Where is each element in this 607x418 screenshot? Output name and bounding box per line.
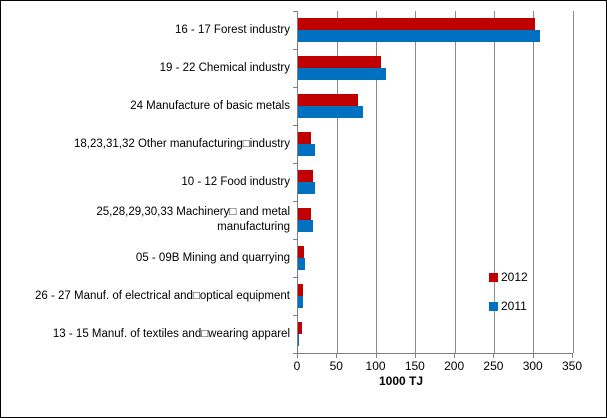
- category-label: 19 - 22 Chemical industry: [159, 61, 290, 74]
- y-axis-tick-mark: [293, 239, 297, 240]
- bar-2012: [298, 246, 305, 258]
- y-axis-tick-mark: [293, 163, 297, 164]
- bar-2011: [298, 68, 386, 80]
- gridline: [493, 11, 495, 353]
- legend-label: 2012: [501, 270, 528, 284]
- x-axis-tick-mark: [414, 354, 416, 358]
- x-axis-tick-mark: [454, 354, 456, 358]
- category-label: 24 Manufacture of basic metals: [130, 99, 290, 112]
- bar-2011: [298, 30, 540, 42]
- gridline: [572, 11, 574, 353]
- legend: 2012 2011: [489, 271, 528, 329]
- bar-2012: [298, 56, 382, 68]
- category-label: 13 - 15 Manuf. of textiles and□wearing a…: [52, 327, 290, 340]
- y-axis-tick-mark: [293, 11, 297, 12]
- bar-2011: [298, 106, 364, 118]
- bar-2011: [298, 258, 306, 270]
- x-axis-tick-label: 150: [404, 359, 425, 373]
- y-axis-tick-mark: [293, 353, 297, 354]
- bar-2012: [298, 94, 358, 106]
- category-label: 05 - 09B Mining and quarrying: [135, 251, 290, 264]
- plot-area: [297, 11, 574, 354]
- gridline: [454, 11, 456, 353]
- legend-swatch-2012: [489, 273, 498, 282]
- y-axis-tick-mark: [293, 277, 297, 278]
- legend-entry: 2011: [489, 300, 528, 313]
- legend-entry: 2012: [489, 271, 528, 284]
- y-axis-tick-mark: [293, 49, 297, 50]
- y-axis-tick-mark: [293, 315, 297, 316]
- category-label: 25,28,29,30,33 Machinery□ and metal manu…: [96, 206, 290, 233]
- category-label: 18,23,31,32 Other manufacturing□industry: [74, 137, 290, 150]
- gridline: [336, 11, 338, 353]
- category-label: 10 - 12 Food industry: [181, 175, 290, 188]
- y-axis-tick-mark: [293, 125, 297, 126]
- y-axis-tick-mark: [293, 87, 297, 88]
- x-axis-tick-label: 50: [329, 359, 343, 373]
- bar-2012: [298, 132, 312, 144]
- bar-2011: [298, 144, 316, 156]
- x-axis-tick-label: 350: [561, 359, 583, 373]
- gridline: [533, 11, 535, 353]
- bar-2011: [298, 334, 299, 346]
- x-axis-tick-mark: [375, 354, 377, 358]
- x-axis-tick-mark: [297, 354, 298, 358]
- x-axis-tick-label: 200: [444, 359, 465, 373]
- x-axis-tick-mark: [336, 354, 338, 358]
- x-axis-tick-label: 250: [483, 359, 504, 373]
- category-label: 16 - 17 Forest industry: [174, 23, 290, 36]
- bar-2012: [298, 18, 535, 30]
- x-axis-tick-mark: [532, 354, 534, 358]
- x-axis-title: 1000 TJ: [378, 374, 424, 388]
- x-axis-tick-label: 100: [365, 359, 386, 373]
- category-label: 26 - 27 Manuf. of electrical and□optical…: [35, 289, 290, 302]
- bar-2012: [298, 322, 302, 334]
- bar-2012: [298, 170, 313, 182]
- x-axis-tick-label: 300: [522, 359, 543, 373]
- bar-2012: [298, 208, 312, 220]
- bar-2012: [298, 284, 303, 296]
- x-axis-tick-mark: [493, 354, 495, 358]
- x-axis-tick-mark: [572, 354, 573, 358]
- bar-2011: [298, 220, 313, 232]
- bar-2011: [298, 182, 315, 194]
- bar-2011: [298, 296, 303, 308]
- legend-label: 2011: [501, 299, 527, 313]
- y-axis-tick-mark: [293, 201, 297, 202]
- x-axis-tick-label: 0: [293, 359, 301, 373]
- gridline: [376, 11, 378, 353]
- gridline: [415, 11, 417, 353]
- legend-swatch-2011: [489, 302, 498, 311]
